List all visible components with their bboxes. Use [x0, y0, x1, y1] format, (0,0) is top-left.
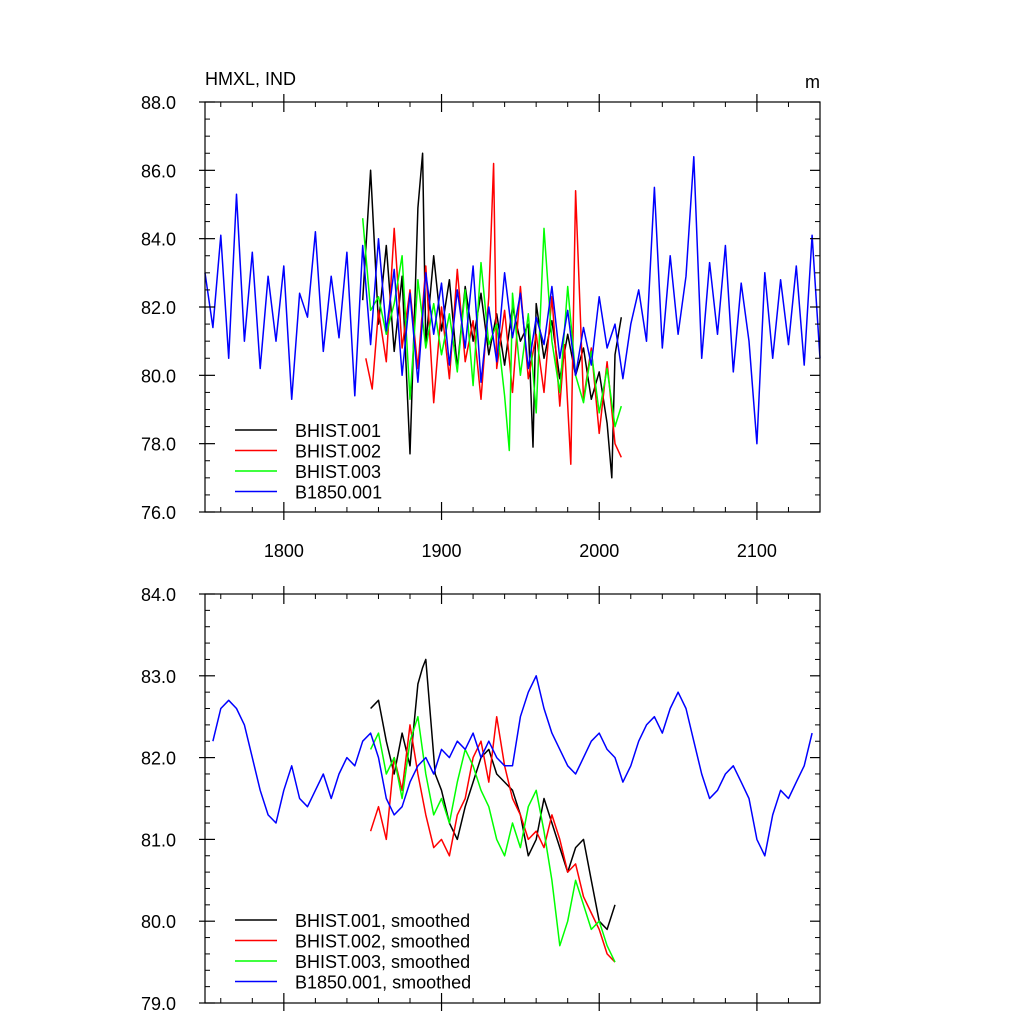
y-tick-label: 80.0 [141, 912, 176, 932]
series-line-bhist-003 [361, 218, 623, 452]
legend-label: BHIST.001, smoothed [295, 911, 470, 931]
y-tick-label: 83.0 [141, 667, 176, 687]
legend-label: BHIST.003, smoothed [295, 952, 470, 972]
plot-frame [204, 593, 821, 1004]
y-tick-label: 82.0 [141, 298, 176, 318]
legend-label: BHIST.001 [295, 421, 381, 441]
series-line-bhist-001-smoothed [370, 658, 616, 931]
y-tick-label: 86.0 [141, 161, 176, 181]
y-tick-label: 78.0 [141, 435, 176, 455]
bottom-panel: 79.0 80.0 81.0 82.0 83.0 84.0 BHIST.001, smoot… [141, 585, 821, 1014]
y-tick-label: 80.0 [141, 366, 176, 386]
top-panel: 76.0 78.0 80.0 82.0 84.0 86.0 88.0 1800 1900 2000… [141, 69, 821, 561]
x-tick-label: 1800 [264, 541, 304, 561]
units-label: m [805, 72, 820, 92]
series-line-b1850-001 [204, 155, 821, 445]
legend-label: B1850.001, smoothed [295, 973, 471, 993]
x-tick-label: 1900 [422, 541, 462, 561]
legend-label: BHIST.002 [295, 442, 381, 462]
series-group [212, 658, 813, 963]
y-tick-label: 84.0 [141, 585, 176, 605]
legend-label: B1850.001 [295, 483, 382, 503]
y-tick-label: 84.0 [141, 230, 176, 250]
legend-label: BHIST.003 [295, 462, 381, 482]
series-line-bhist-001 [361, 152, 623, 479]
y-tick-label: 81.0 [141, 830, 176, 850]
y-tick-label: 88.0 [141, 93, 176, 113]
x-tick-label: 2000 [579, 541, 619, 561]
y-tick-label: 82.0 [141, 749, 176, 769]
series-group [204, 152, 821, 479]
x-tick-label: 2100 [737, 541, 777, 561]
series-line-bhist-003-smoothed [369, 715, 616, 963]
chart-title: HMXL, IND [205, 69, 296, 89]
y-tick-label: 79.0 [141, 994, 176, 1014]
y-tick-label: 76.0 [141, 503, 176, 523]
series-line-b1850-001-smoothed [212, 675, 813, 857]
legend-label: BHIST.002, smoothed [295, 932, 470, 952]
